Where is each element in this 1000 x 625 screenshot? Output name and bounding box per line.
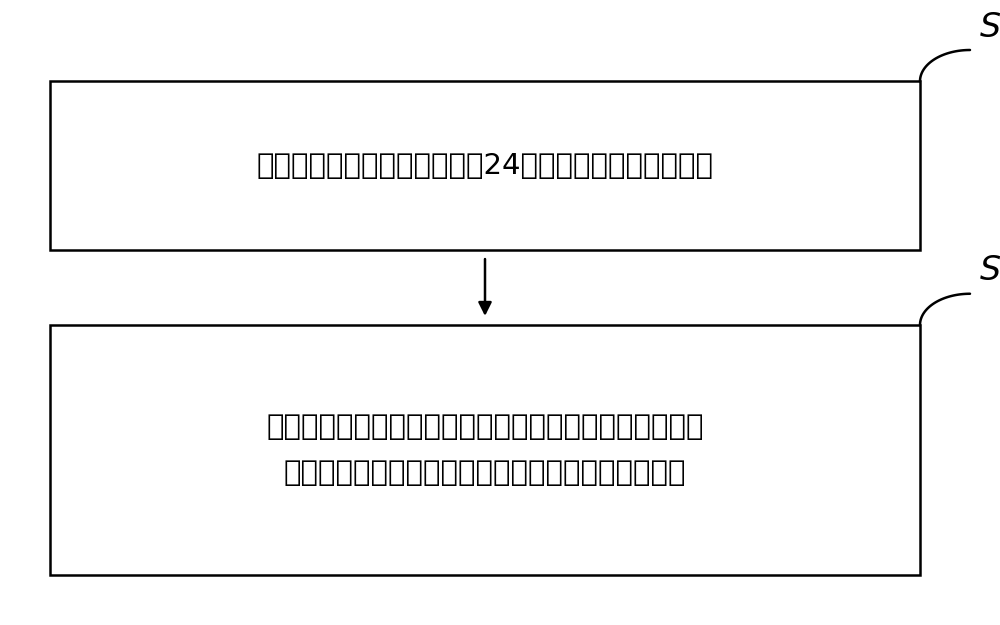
Text: S31: S31 [980,11,1000,44]
Bar [50,325,920,575]
Bar [50,81,920,250]
Text: S32: S32 [980,254,1000,288]
Text: 将所述隔膜浸泡在去离子水中24小时，使其充分吸水饱和: 将所述隔膜浸泡在去离子水中24小时，使其充分吸水饱和 [256,152,714,179]
Text: 将吸水饱和的隔膜移至真空加热板，进行真空吸附干燥，
使所述吸水饱和的隔膜充分干燥，用于电极涂覆加工: 将吸水饱和的隔膜移至真空加热板，进行真空吸附干燥， 使所述吸水饱和的隔膜充分干燥… [266,413,704,487]
